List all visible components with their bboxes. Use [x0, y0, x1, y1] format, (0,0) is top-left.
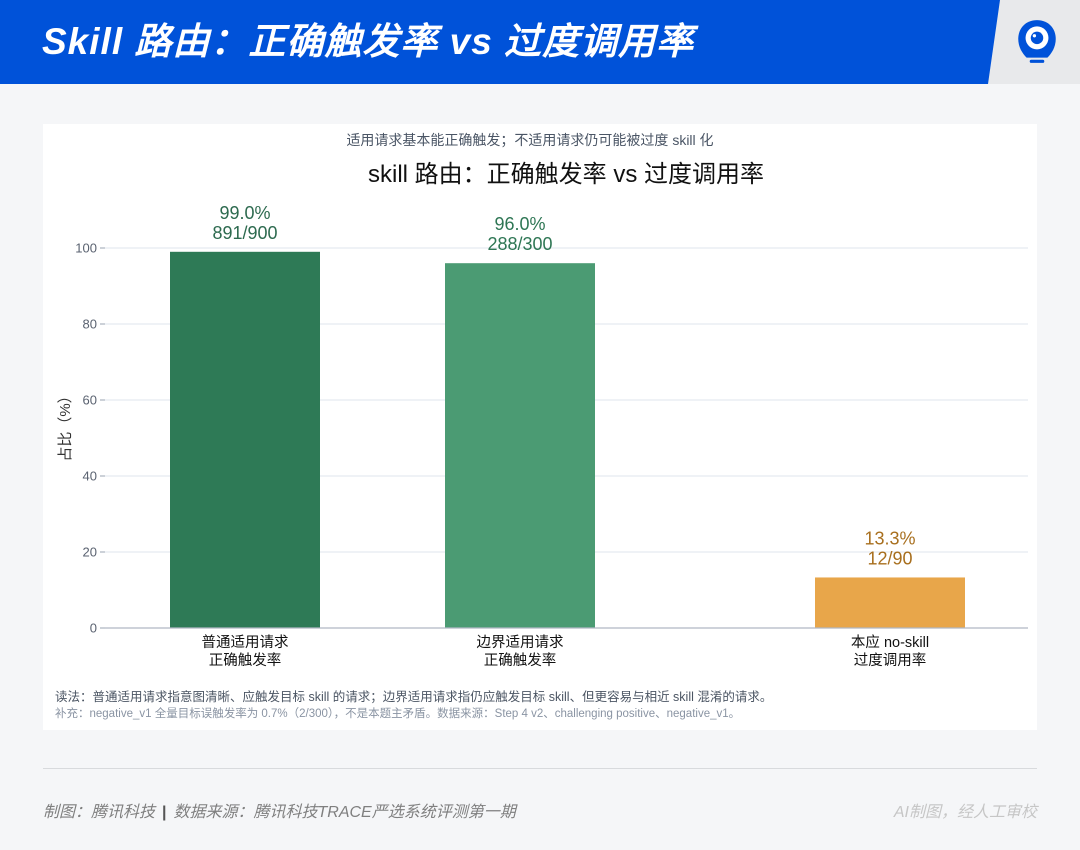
footer-separator: | — [162, 804, 167, 821]
x-category-label: 正确触发率 — [209, 652, 282, 669]
x-category-label: 普通适用请求 — [202, 634, 289, 651]
bar-layer — [170, 251, 965, 629]
y-tick-label: 0 — [90, 621, 97, 636]
bar-chart: 适用请求基本能正确触发；不适用请求仍可能被过度 skill 化 skill 路由… — [57, 132, 1028, 669]
y-axis-label: 占比（%） — [57, 388, 74, 461]
bar — [170, 251, 320, 629]
bar-value-label: 13.3% — [864, 528, 915, 548]
tencent-news-logo-icon — [1018, 20, 1056, 63]
footer-credits: 制图：腾讯科技 | 数据来源：腾讯科技TRACE严选系统评测第一期 — [43, 802, 516, 824]
bar-count-label: 12/90 — [867, 548, 912, 568]
x-category-label: 过度调用率 — [854, 652, 927, 669]
bar-value-label: 99.0% — [219, 203, 270, 223]
y-tick-label: 40 — [83, 469, 97, 484]
footer-source: 数据来源：腾讯科技TRACE严选系统评测第一期 — [173, 804, 516, 821]
bar — [815, 577, 965, 628]
page-title: Skill 路由：正确触发率 vs 过度调用率 — [42, 21, 695, 62]
banner-blue-panel: Skill 路由：正确触发率 vs 过度调用率 — [0, 0, 1000, 84]
x-category-label: 边界适用请求 — [477, 634, 564, 651]
supplement-note: 补充：negative_v1 全量目标误触发率为 0.7%（2/300），不是本… — [55, 708, 741, 720]
bar-count-label: 288/300 — [487, 234, 552, 254]
bar-value-label: 96.0% — [494, 214, 545, 234]
chart-card: 适用请求基本能正确触发；不适用请求仍可能被过度 skill 化 skill 路由… — [43, 124, 1037, 730]
chart-title: skill 路由：正确触发率 vs 过度调用率 — [368, 161, 764, 188]
reading-note: 读法：普通适用请求指意图清晰、应触发目标 skill 的请求；边界适用请求指仍应… — [55, 690, 773, 704]
footer-divider — [43, 768, 1037, 769]
y-tick-label: 100 — [75, 241, 97, 256]
chart-subtitle: 适用请求基本能正确触发；不适用请求仍可能被过度 skill 化 — [346, 132, 713, 149]
logo-panel — [1012, 16, 1062, 66]
label-layer: 99.0%891/900普通适用请求正确触发率96.0%288/300边界适用请… — [202, 203, 930, 669]
footer-credit: 制图：腾讯科技 — [43, 804, 156, 821]
bar — [445, 263, 595, 628]
footer-review-note: AI制图，经人工审校 — [893, 804, 1037, 821]
y-tick-label: 20 — [83, 545, 97, 560]
y-tick-label: 80 — [83, 317, 97, 332]
header-banner: Skill 路由：正确触发率 vs 过度调用率 — [0, 0, 1080, 84]
bar-count-label: 891/900 — [212, 223, 277, 243]
x-category-label: 本应 no-skill — [851, 633, 929, 651]
y-tick-label: 60 — [83, 393, 97, 408]
x-category-label: 正确触发率 — [484, 652, 557, 669]
